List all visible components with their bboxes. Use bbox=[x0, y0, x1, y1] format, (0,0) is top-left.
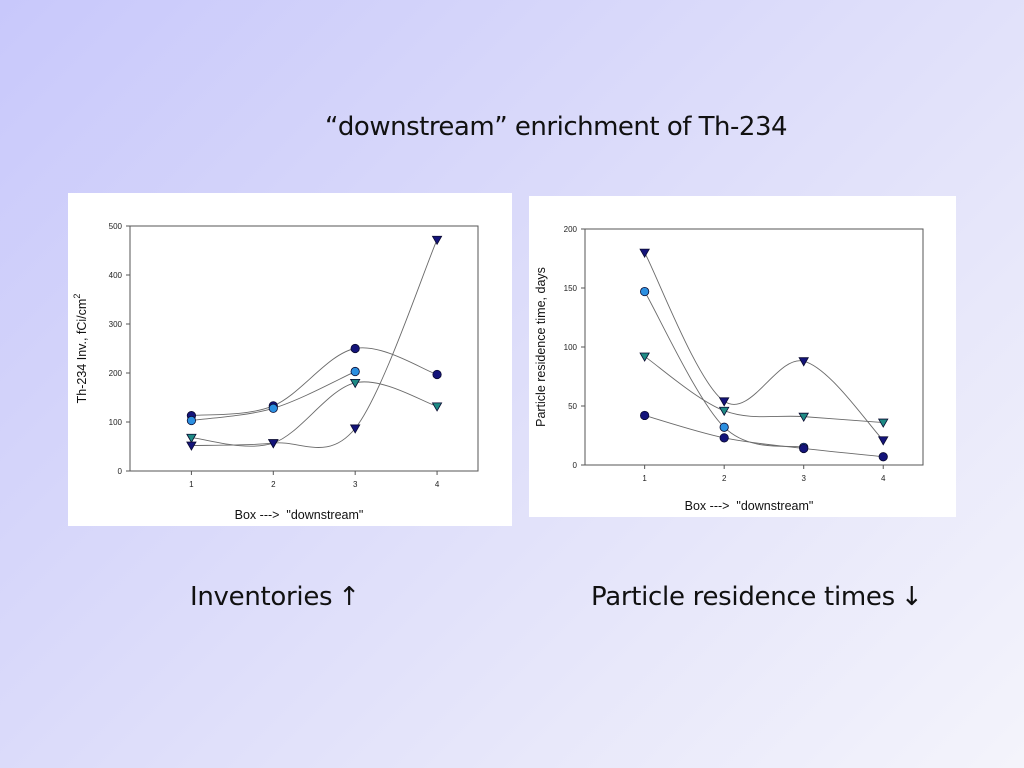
arrow-down-icon: ↓ bbox=[900, 582, 923, 612]
residence-time-chart: 0 50 100 150 200 1 2 3 4 Box ---> "downstream" Par… bbox=[534, 225, 924, 513]
inventory-x-tick-label: 2 bbox=[271, 480, 276, 489]
inventory-x-axis-label: Box ---> "downstream" bbox=[235, 508, 364, 522]
inventory-series-4-point bbox=[349, 424, 361, 434]
residence-x-tick-label: 1 bbox=[642, 474, 647, 483]
residence-series-3-point bbox=[798, 412, 809, 423]
inventory-series-4-curve bbox=[191, 239, 438, 448]
residence-series-1-point bbox=[718, 397, 730, 407]
residence-x-tick-label: 3 bbox=[801, 474, 806, 483]
inventory-series-2-point bbox=[186, 415, 197, 426]
residence-series-4-curve bbox=[644, 415, 884, 458]
residence-time-chart-panel: 0 50 100 150 200 1 2 3 4 Box ---> "downstream" Par… bbox=[529, 196, 956, 517]
residence-series-1-point bbox=[877, 436, 889, 446]
residence-y-axis-label-text: Particle residence time, days bbox=[534, 267, 548, 427]
residence-series-3-point bbox=[718, 406, 730, 417]
arrow-up-icon: ↑ bbox=[338, 582, 360, 612]
inventory-series-3-point bbox=[431, 402, 443, 412]
residence-x-tick-label: 2 bbox=[722, 474, 727, 483]
residence-series-4-point bbox=[799, 443, 809, 454]
residence-series-2-point bbox=[719, 422, 729, 432]
residence-series-3-point bbox=[639, 352, 650, 362]
inventory-x-tick-label: 1 bbox=[189, 480, 194, 489]
residence-series-2-point bbox=[640, 286, 650, 297]
inventory-chart-panel: 0 100 200 300 400 500 1 2 3 4 Box ---> "downstream… bbox=[68, 193, 512, 526]
inventory-series-3-point bbox=[186, 433, 197, 444]
residence-series-3-point bbox=[877, 418, 889, 428]
slide-title: “downstream” enrichment of Th-234 bbox=[324, 112, 788, 142]
inventory-y-tick-label: 400 bbox=[109, 271, 123, 280]
residence-series-4-point bbox=[640, 410, 650, 421]
residence-x-axis-label: Box ---> "downstream" bbox=[685, 499, 814, 513]
residence-y-tick-label: 50 bbox=[568, 402, 577, 411]
inventory-series-2-curve bbox=[191, 371, 356, 421]
inventory-y-axis-label-text: Th-234 Inv., fCi/cm bbox=[75, 299, 89, 404]
residence-series-4-point bbox=[719, 433, 729, 443]
inventory-series-4-point bbox=[431, 235, 443, 246]
residence-series-1-point bbox=[639, 248, 650, 259]
residence-series-1-point bbox=[798, 357, 809, 367]
residence-plot-frame bbox=[584, 228, 924, 466]
inventory-series-2-point bbox=[268, 403, 278, 413]
inventory-series-1-point bbox=[432, 369, 442, 380]
inventory-x-tick-label: 3 bbox=[353, 480, 358, 489]
inventory-chart: 0 100 200 300 400 500 1 2 3 4 Box ---> "downstream… bbox=[72, 222, 479, 522]
inventory-x-tick-label: 4 bbox=[435, 480, 440, 489]
inventory-series-1-curve bbox=[191, 347, 438, 417]
residence-y-tick-label: 200 bbox=[564, 225, 578, 234]
residence-series-1-curve bbox=[644, 252, 884, 441]
inventories-caption: Inventories ↑ bbox=[190, 582, 360, 612]
inventory-y-tick-label: 500 bbox=[109, 222, 123, 231]
residence-y-tick-label: 100 bbox=[564, 343, 578, 352]
inventory-series-1-point bbox=[350, 343, 360, 354]
inventory-y-tick-label: 200 bbox=[109, 369, 123, 378]
inventory-plot-frame bbox=[129, 225, 479, 472]
residence-times-caption: Particle residence times ↓ bbox=[591, 582, 923, 612]
inventory-series-4-point bbox=[186, 441, 197, 451]
residence-y-tick-label: 0 bbox=[573, 461, 578, 470]
inventory-y-tick-label: 0 bbox=[118, 467, 123, 476]
inventory-series-3-point bbox=[349, 378, 361, 389]
inventory-series-3-curve bbox=[191, 381, 438, 447]
inventory-series-4-point bbox=[268, 439, 279, 449]
residence-series-3-curve bbox=[644, 356, 884, 423]
inventory-y-axis-label-superscript: 2 bbox=[72, 294, 82, 299]
residence-series-4-point bbox=[878, 452, 888, 462]
inventories-caption-text: Inventories bbox=[190, 582, 333, 612]
inventory-y-axis-label: Th-234 Inv., fCi/cm2 bbox=[72, 294, 89, 404]
residence-y-tick-label: 150 bbox=[564, 284, 578, 293]
residence-times-caption-text: Particle residence times bbox=[591, 582, 895, 612]
residence-x-tick-label: 4 bbox=[881, 474, 886, 483]
inventory-y-tick-label: 100 bbox=[109, 418, 123, 427]
residence-y-axis-label: Particle residence time, days bbox=[534, 267, 548, 427]
inventory-y-tick-label: 300 bbox=[109, 320, 123, 329]
inventory-series-2-point bbox=[350, 366, 360, 377]
